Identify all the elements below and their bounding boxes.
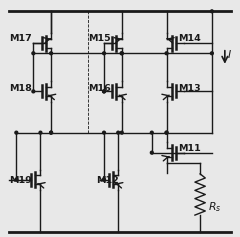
Circle shape: [210, 10, 213, 13]
Circle shape: [103, 178, 105, 181]
Circle shape: [103, 52, 105, 55]
Circle shape: [15, 178, 18, 181]
Text: $I$: $I$: [227, 48, 232, 60]
Text: M12: M12: [96, 176, 119, 185]
Circle shape: [120, 52, 123, 55]
Text: M17: M17: [9, 34, 32, 43]
Circle shape: [50, 131, 53, 134]
Circle shape: [120, 131, 123, 134]
Circle shape: [120, 52, 123, 55]
Text: M13: M13: [178, 84, 200, 93]
Circle shape: [50, 131, 53, 134]
Text: M19: M19: [9, 176, 32, 185]
Text: M11: M11: [178, 145, 200, 154]
Circle shape: [15, 131, 18, 134]
Circle shape: [50, 52, 53, 55]
Text: M18: M18: [9, 84, 32, 93]
Circle shape: [150, 151, 153, 154]
Text: M15: M15: [88, 34, 111, 43]
Text: M14: M14: [178, 34, 200, 43]
Circle shape: [150, 131, 153, 134]
Circle shape: [165, 52, 168, 55]
Circle shape: [32, 90, 35, 93]
Circle shape: [39, 131, 42, 134]
Text: M16: M16: [88, 84, 111, 93]
Circle shape: [117, 131, 120, 134]
Circle shape: [103, 90, 105, 93]
Circle shape: [210, 52, 213, 55]
Text: $R_s$: $R_s$: [208, 201, 222, 214]
Circle shape: [165, 131, 168, 134]
Circle shape: [103, 131, 105, 134]
Circle shape: [32, 52, 35, 55]
Circle shape: [165, 131, 168, 134]
Circle shape: [103, 90, 105, 93]
